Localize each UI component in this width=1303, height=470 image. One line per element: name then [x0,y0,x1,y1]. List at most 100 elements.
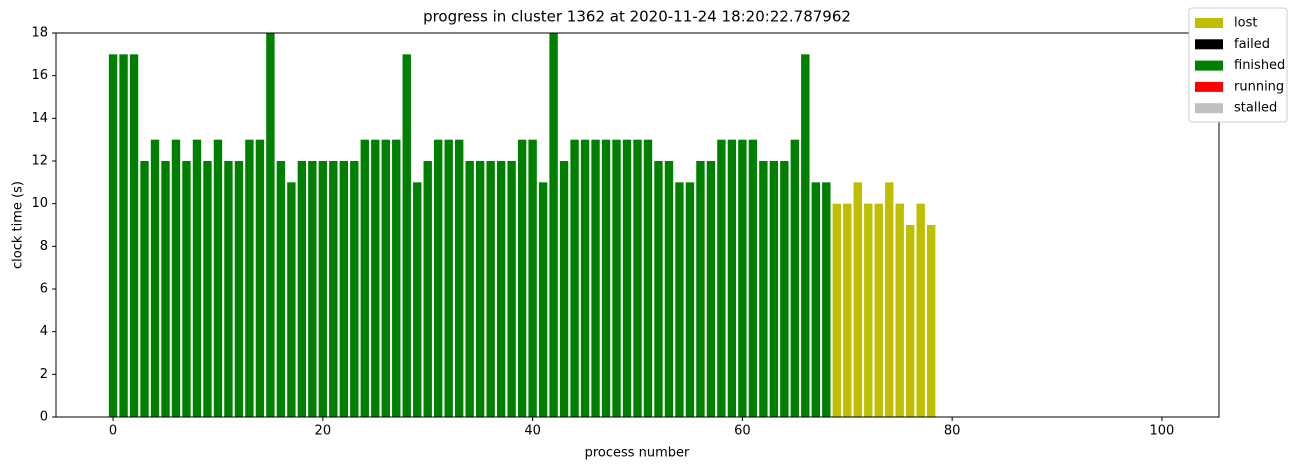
bar [444,139,453,417]
bar [255,139,265,417]
legend-label: stalled [1234,101,1277,116]
bar [413,182,422,417]
bar [266,33,275,417]
bar [203,161,212,417]
bar [853,182,862,417]
y-tick-label: 12 [31,154,48,169]
legend-swatch [1195,60,1223,71]
bar [654,161,663,417]
bar [538,182,548,417]
bar [192,139,202,417]
bar [895,203,904,417]
bar [234,161,244,417]
bar [885,182,894,417]
bar [906,225,915,417]
bar [276,161,286,417]
bar [245,139,254,417]
bar [727,139,737,417]
bar [129,54,139,417]
bar [140,161,149,417]
bar [717,139,726,417]
y-tick-label: 18 [31,26,48,41]
bar [507,161,516,417]
bar [633,139,642,417]
legend-label: finished [1234,58,1285,73]
bar [874,203,883,417]
legend-label: running [1234,79,1284,94]
bar [171,139,181,417]
bar [769,161,779,417]
bar [339,161,349,417]
bar [790,139,800,417]
y-tick-label: 0 [40,410,48,425]
x-tick-label: 40 [524,424,541,439]
bar [916,203,925,417]
bar [318,161,328,417]
bar [622,139,632,417]
bar [182,161,191,417]
bar [675,182,684,417]
bar [832,203,841,417]
x-tick-label: 20 [315,424,332,439]
bar [748,139,758,417]
bar [119,54,128,417]
bar [454,139,464,417]
bar [486,161,495,417]
y-tick-label: 8 [40,239,48,254]
bar [601,139,611,417]
bar [528,139,537,417]
legend-swatch [1195,81,1223,92]
bar [517,139,527,417]
y-tick-label: 10 [31,196,48,211]
bar [811,182,821,417]
bar [475,161,485,417]
x-tick-label: 0 [109,424,117,439]
bar [161,161,170,417]
bar [612,139,621,417]
bar [643,139,653,417]
x-tick-label: 80 [944,424,961,439]
bar [822,182,831,417]
bar [591,139,600,417]
bar [329,161,338,417]
bar [496,161,506,417]
bar [580,139,590,417]
bar [434,139,443,417]
bar [706,161,716,417]
bar [423,161,432,417]
plot-frame [55,32,1220,418]
chart-title: progress in cluster 1362 at 2020-11-24 1… [423,8,851,26]
legend-box [1188,7,1288,123]
bar [287,182,296,417]
bar [926,225,936,417]
bar [780,161,789,417]
bar [559,161,569,417]
bar [381,139,390,417]
bar [685,182,695,417]
x-axis-label: process number [585,446,690,461]
bar [308,161,317,417]
legend-swatch [1195,103,1223,114]
bar [371,139,380,417]
y-tick-label: 14 [31,111,48,126]
y-axis-label: clock time (s) [11,181,26,269]
bar [465,161,474,417]
y-tick-label: 6 [40,282,48,297]
bar [664,161,674,417]
bar [570,139,579,417]
bar [843,203,852,417]
bar [150,139,160,417]
legend-swatch [1195,18,1223,28]
bar [801,54,810,417]
bar [759,161,768,417]
y-tick-label: 16 [31,68,48,83]
x-tick-label: 100 [1150,424,1175,439]
bar [360,139,369,417]
bar [224,161,233,417]
legend-swatch [1195,39,1223,50]
bar [738,139,747,417]
bar [213,139,223,417]
y-tick-label: 4 [40,324,48,339]
